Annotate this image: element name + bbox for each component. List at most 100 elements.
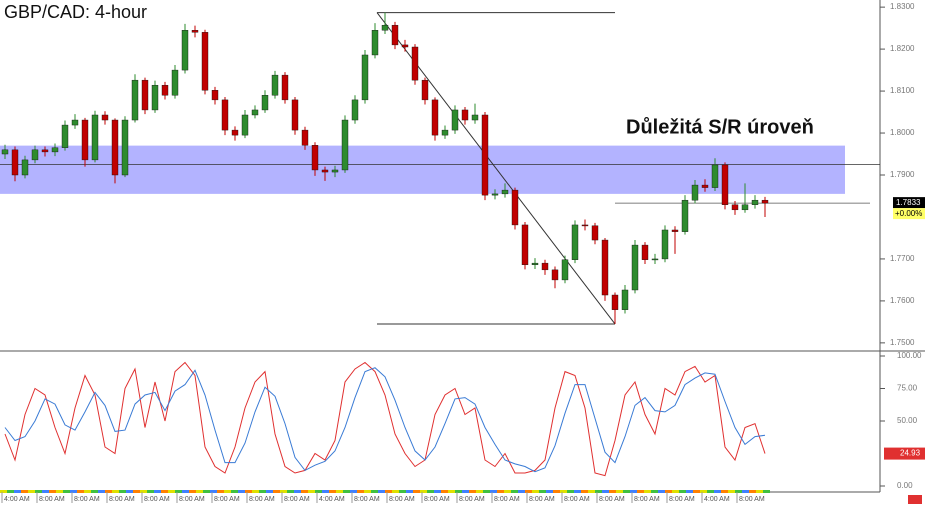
scroll-button[interactable] — [908, 495, 922, 504]
candle-body — [521, 224, 529, 266]
session-strip — [378, 490, 385, 493]
session-strip — [182, 490, 189, 493]
session-strip — [77, 490, 84, 493]
session-strip — [343, 490, 350, 493]
candle-body — [481, 114, 489, 196]
candle-body — [61, 124, 69, 148]
candle-body — [181, 30, 189, 71]
session-strip — [763, 490, 770, 493]
y-tick-label: 1.7500 — [890, 338, 915, 347]
session-strip — [553, 490, 560, 493]
candle-body — [561, 259, 569, 281]
session-strip — [616, 490, 623, 493]
x-tick-label: 4:00 AM — [704, 496, 730, 503]
candle-body — [301, 129, 309, 146]
candle-body — [751, 199, 759, 205]
session-strip — [483, 490, 490, 493]
candle-body — [511, 189, 519, 226]
candle-body — [1, 149, 9, 155]
session-strip — [231, 490, 238, 493]
session-strip — [119, 490, 126, 493]
x-tick-label: 8:00 AM — [74, 496, 100, 503]
candle-body — [591, 225, 599, 241]
candle-body — [701, 184, 709, 188]
y-tick-label: 1.8200 — [890, 44, 915, 53]
session-strip — [266, 490, 273, 493]
candle-body — [21, 159, 29, 176]
x-tick-label: 8:00 AM — [494, 496, 520, 503]
candle-body — [631, 244, 639, 291]
candle-body — [191, 30, 199, 33]
session-strip — [0, 490, 7, 493]
session-strip — [413, 490, 420, 493]
candle-body — [261, 95, 269, 111]
session-strip — [56, 490, 63, 493]
session-strip — [574, 490, 581, 493]
candle-body — [161, 84, 169, 96]
session-strip — [651, 490, 658, 493]
candle-body — [121, 119, 129, 176]
session-strip — [525, 490, 532, 493]
session-strip — [385, 490, 392, 493]
y-tick-label: 1.8100 — [890, 86, 915, 95]
session-strip — [644, 490, 651, 493]
candle-body — [81, 119, 89, 161]
candle-body — [321, 169, 329, 173]
candle-body — [71, 119, 79, 126]
session-strip — [140, 490, 147, 493]
x-tick-label: 8:00 AM — [529, 496, 555, 503]
x-tick-label: 8:00 AM — [109, 496, 135, 503]
candle-body — [271, 74, 279, 96]
session-strip — [21, 490, 28, 493]
session-strip — [70, 490, 77, 493]
session-strip — [581, 490, 588, 493]
session-strip — [196, 490, 203, 493]
session-strip — [336, 490, 343, 493]
session-strip — [497, 490, 504, 493]
candle-body — [501, 189, 509, 195]
y-tick-label: 1.8000 — [890, 128, 915, 137]
candle-body — [231, 129, 239, 136]
candle-body — [651, 258, 659, 261]
session-strip — [308, 490, 315, 493]
x-tick-label: 8:00 AM — [424, 496, 450, 503]
session-strip — [693, 490, 700, 493]
session-strip — [280, 490, 287, 493]
candle-body — [441, 129, 449, 136]
session-strip — [707, 490, 714, 493]
session-strip — [203, 490, 210, 493]
x-tick-label: 8:00 AM — [354, 496, 380, 503]
session-strip — [511, 490, 518, 493]
y-tick-label: 1.8300 — [890, 2, 915, 11]
chart-title: GBP/CAD: 4-hour — [4, 2, 147, 22]
change-box — [893, 208, 925, 220]
y-tick-label: 1.7900 — [890, 170, 915, 179]
candle-body — [601, 239, 609, 296]
candle-body — [671, 229, 679, 232]
session-strip — [532, 490, 539, 493]
session-strip — [217, 490, 224, 493]
session-strip — [273, 490, 280, 493]
candle-body — [221, 99, 229, 131]
session-strip — [287, 490, 294, 493]
session-strip — [658, 490, 665, 493]
x-tick-label: 8:00 AM — [179, 496, 205, 503]
price-label: 1.7833 — [896, 198, 921, 207]
session-strip — [322, 490, 329, 493]
candle-body — [91, 114, 99, 161]
session-strip — [175, 490, 182, 493]
session-strip — [434, 490, 441, 493]
x-tick-label: 8:00 AM — [564, 496, 590, 503]
session-strip — [672, 490, 679, 493]
session-strip — [105, 490, 112, 493]
stochastic-line — [4, 367, 766, 473]
candle-body — [641, 244, 649, 260]
price-box — [893, 197, 925, 209]
session-strip — [441, 490, 448, 493]
session-strip — [350, 490, 357, 493]
candle-body — [131, 79, 139, 121]
session-strip — [637, 490, 644, 493]
